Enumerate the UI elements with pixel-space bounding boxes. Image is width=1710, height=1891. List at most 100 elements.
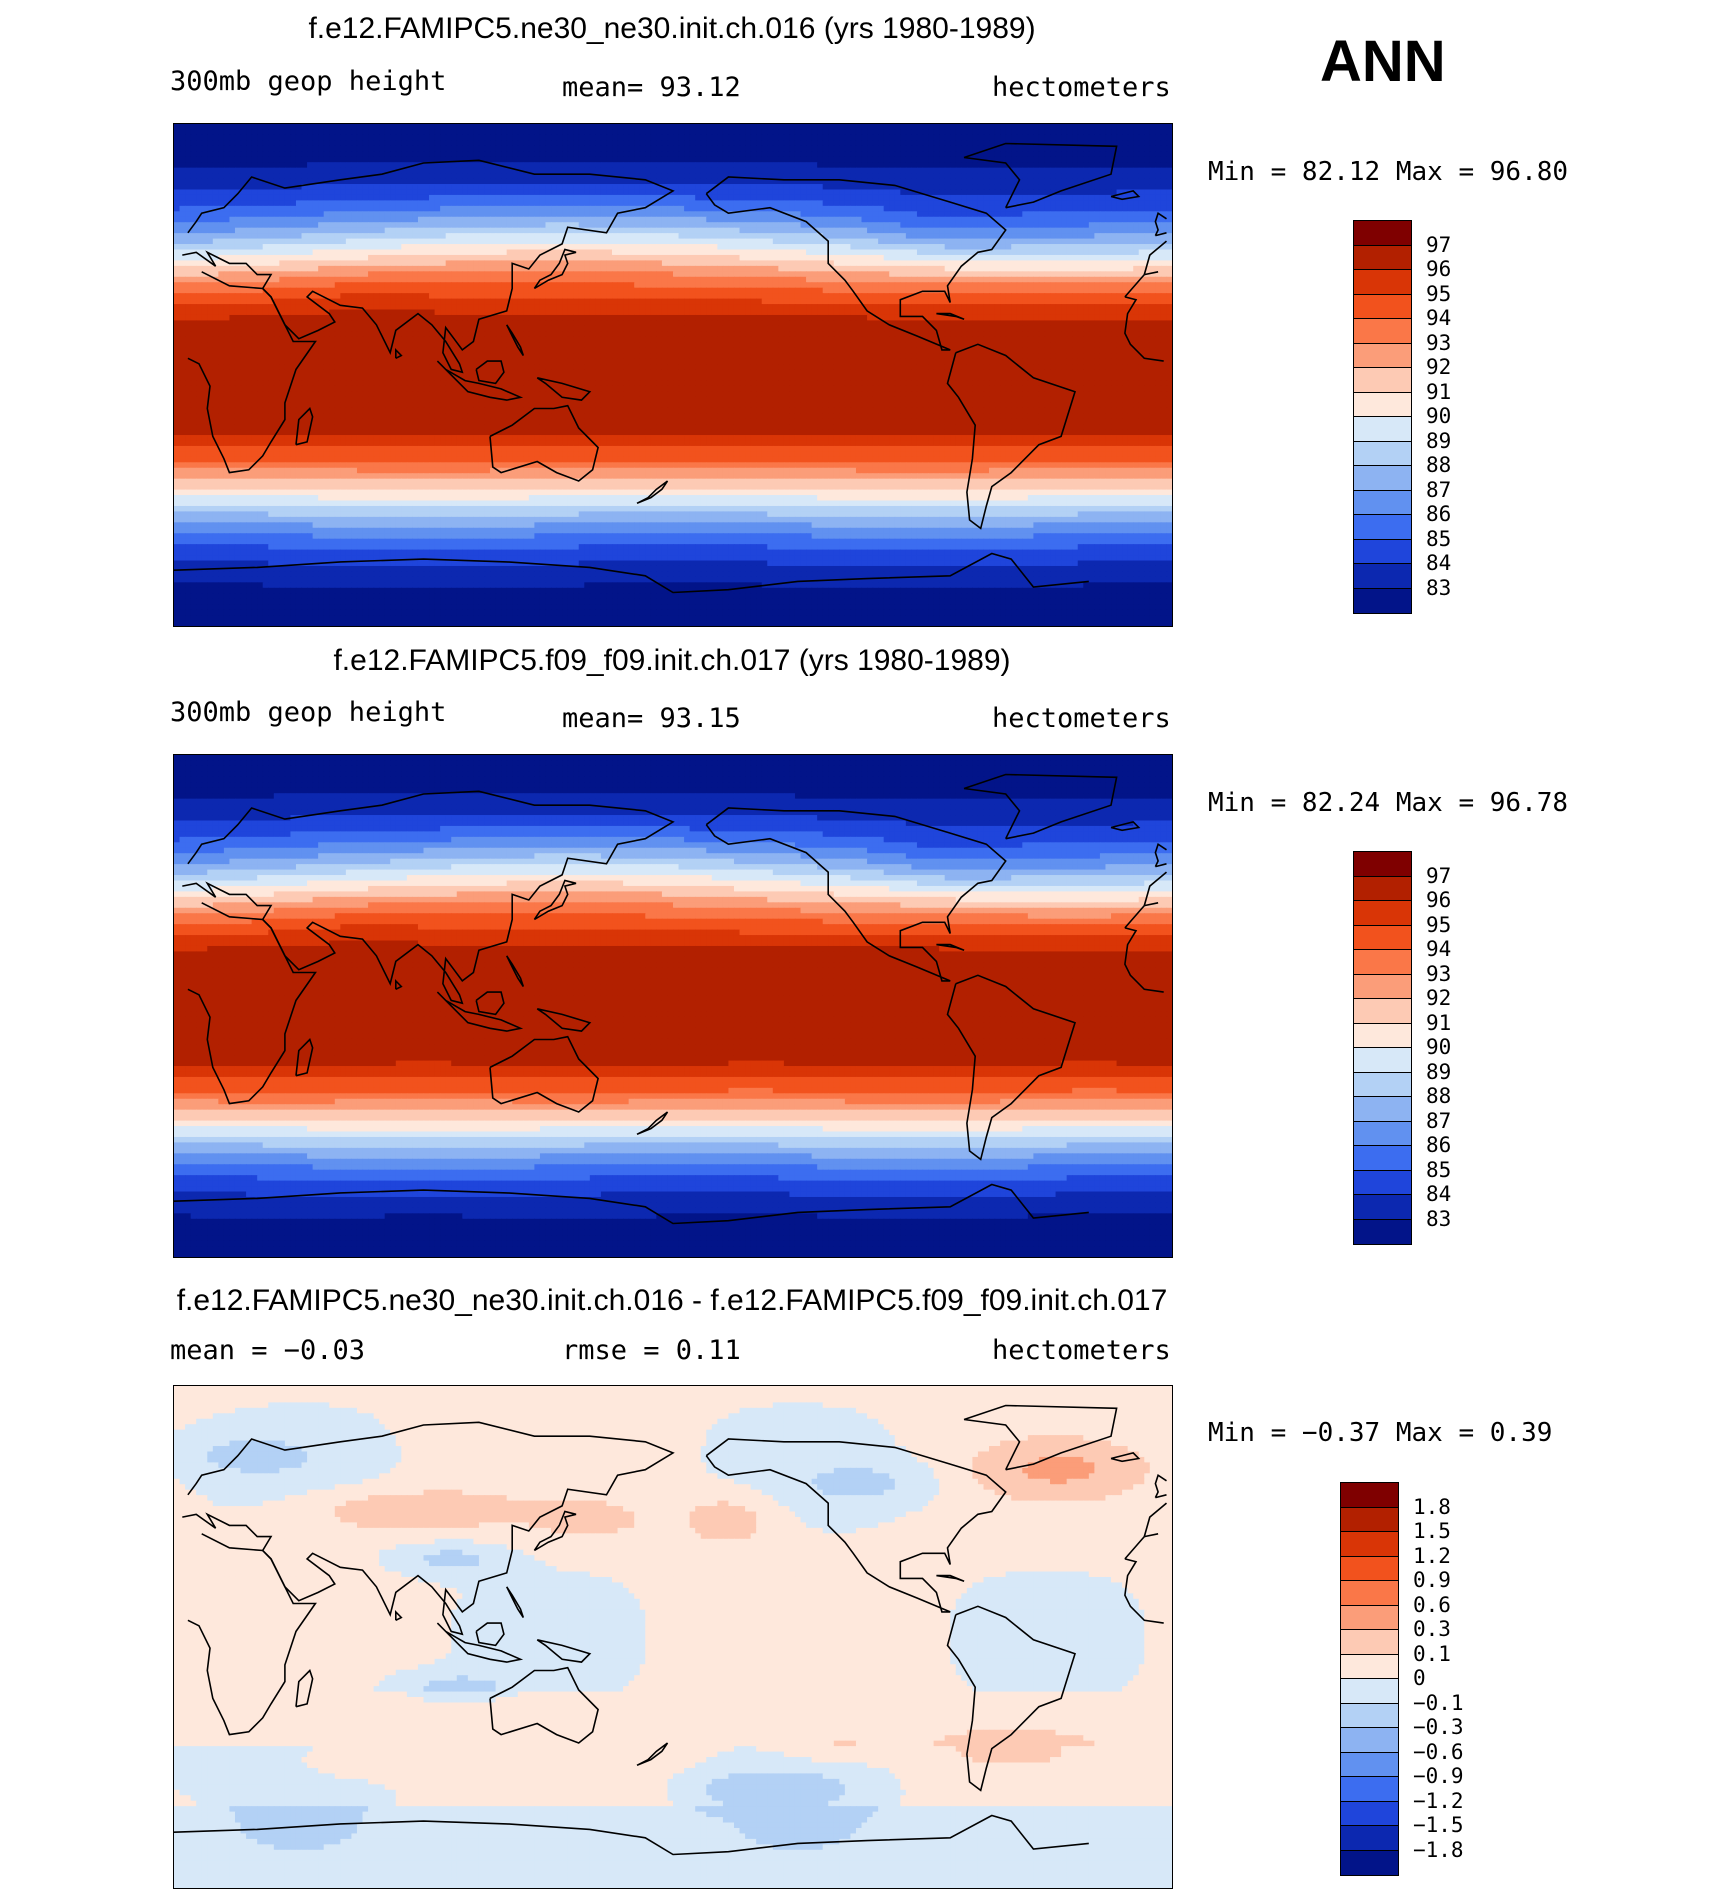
- field-cell: [695, 145, 702, 152]
- field-cell: [689, 124, 696, 131]
- field-cell: [911, 254, 918, 262]
- field-cell: [706, 134, 713, 141]
- field-cell: [1149, 124, 1156, 131]
- field-cell: [889, 184, 896, 191]
- field-cell: [911, 134, 918, 141]
- field-cell: [850, 271, 857, 278]
- field-cell: [440, 249, 447, 256]
- field-cell: [1022, 211, 1029, 218]
- field-cell: [778, 162, 785, 169]
- field-cell: [234, 222, 242, 229]
- field-cell: [623, 145, 630, 152]
- field-cell: [717, 254, 724, 262]
- field-cell: [501, 211, 508, 218]
- field-cell: [251, 222, 258, 229]
- field-cell: [756, 173, 763, 180]
- field-cell: [695, 244, 702, 251]
- field-cell: [412, 124, 419, 131]
- field-cell: [512, 189, 519, 196]
- field-cell: [368, 178, 375, 185]
- field-cell: [501, 140, 508, 147]
- field-cell: [1099, 216, 1107, 223]
- field-cell: [595, 211, 602, 218]
- field-cell: [279, 134, 286, 141]
- field-cell: [196, 227, 203, 234]
- field-cell: [356, 238, 364, 245]
- field-cell: [772, 227, 779, 234]
- field-cell: [623, 134, 630, 141]
- field-cell: [390, 205, 397, 212]
- field-cell: [1005, 124, 1012, 131]
- field-cell: [977, 189, 985, 196]
- field-cell: [1033, 216, 1040, 223]
- field-cell: [645, 124, 652, 131]
- field-cell: [883, 140, 890, 147]
- map-field: [174, 124, 1172, 626]
- field-cell: [722, 129, 730, 136]
- field-cell: [833, 216, 840, 223]
- field-cell: [1116, 249, 1123, 256]
- field-cell: [1105, 227, 1112, 234]
- field-cell: [406, 167, 414, 174]
- field-cell: [440, 134, 447, 141]
- field-cell: [467, 227, 474, 234]
- field-cell: [1133, 238, 1140, 245]
- field-cell: [273, 211, 280, 218]
- field-cell: [711, 167, 718, 174]
- field-cell: [867, 227, 874, 234]
- field-cell: [1155, 200, 1162, 207]
- field-cell: [783, 178, 791, 185]
- field-cell: [767, 184, 774, 191]
- field-cell: [1105, 167, 1112, 174]
- field-cell: [855, 173, 863, 180]
- field-cell: [673, 271, 680, 278]
- field-cell: [467, 151, 474, 158]
- field-cell: [246, 211, 253, 218]
- field-cell: [185, 173, 192, 180]
- field-cell: [905, 173, 913, 180]
- field-cell: [794, 205, 802, 212]
- field-cell: [1083, 173, 1090, 180]
- field-cell: [323, 156, 330, 163]
- field-cell: [362, 178, 369, 185]
- field-cell: [451, 151, 458, 158]
- field-cell: [406, 265, 414, 272]
- field-cell: [562, 189, 569, 196]
- field-cell: [412, 238, 419, 245]
- field-cell: [855, 134, 863, 141]
- field-cell: [733, 233, 741, 240]
- field-cell: [833, 265, 840, 272]
- field-cell: [312, 271, 319, 278]
- field-cell: [196, 205, 203, 212]
- field-cell: [1072, 140, 1079, 147]
- field-cell: [1033, 184, 1040, 191]
- field-cell: [656, 173, 663, 180]
- field-cell: [323, 265, 330, 272]
- field-cell: [661, 238, 669, 245]
- field-cell: [867, 211, 874, 218]
- field-cell: [345, 134, 353, 141]
- field-cell: [312, 254, 319, 262]
- field-cell: [456, 167, 463, 174]
- field-cell: [528, 151, 535, 158]
- field-cell: [606, 167, 613, 174]
- field-cell: [1038, 129, 1046, 136]
- field-cell: [451, 271, 458, 278]
- field-cell: [1116, 178, 1123, 185]
- field-cell: [379, 249, 386, 256]
- field-cell: [234, 178, 242, 185]
- field-cell: [212, 233, 219, 240]
- field-cell: [395, 233, 402, 240]
- field-cell: [573, 249, 580, 256]
- field-cell: [828, 205, 835, 212]
- field-cell: [501, 233, 508, 240]
- field-cell: [961, 173, 968, 180]
- field-cell: [251, 216, 258, 223]
- field-cell: [1038, 233, 1046, 240]
- field-cell: [1166, 129, 1172, 136]
- field-cell: [878, 124, 885, 131]
- field-cell: [684, 265, 691, 272]
- field-cell: [190, 184, 197, 191]
- field-cell: [850, 194, 857, 201]
- field-cell: [240, 167, 247, 174]
